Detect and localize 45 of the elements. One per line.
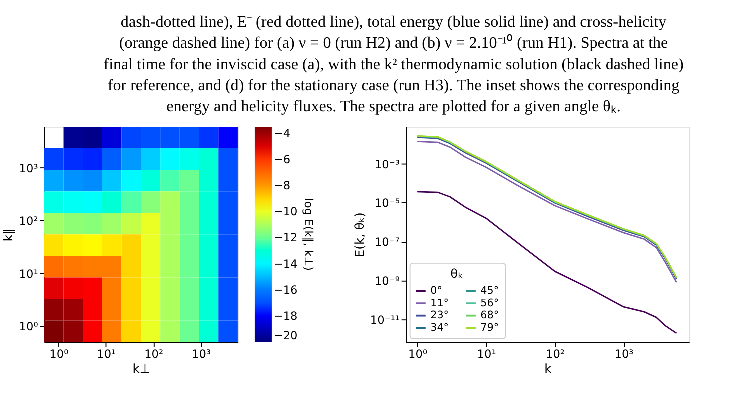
y-tick-label: 10⁻³: [374, 157, 400, 172]
color-bar-label: −18: [274, 308, 298, 323]
legend-label: 23°: [430, 310, 449, 322]
x-tick-label: 10¹: [477, 346, 496, 361]
legend-title: θₖ: [450, 267, 464, 282]
y-tick-label: 10¹: [19, 266, 38, 281]
text: (orange dashed line) for (a) ν = 0 (run H2) and (b) ν = 2.10⁻¹⁰ (run H1). Spectra at the: [119, 34, 668, 52]
y-tick-label: 10⁻¹¹: [370, 313, 400, 328]
y-axis-title: E(k, θₖ): [352, 212, 367, 258]
x-axis-title: k: [544, 362, 553, 376]
color-bar-label: −8: [274, 178, 291, 192]
y-tick-label: 10⁻⁵: [374, 196, 400, 210]
y-axis-title: k∥: [2, 228, 16, 242]
y-tick-label: 10⁰: [19, 320, 39, 334]
legend-label: 34°: [430, 322, 449, 334]
color-bar-title: log E(k∥, k⊥): [302, 198, 316, 271]
x-tick-label: 10³: [192, 346, 211, 361]
legend-label: 0°: [430, 285, 442, 298]
color-bar-label: −16: [274, 282, 298, 297]
y-tick-label: 10²: [19, 214, 38, 228]
y-tick-label: 10³: [19, 161, 38, 176]
text: final time for the inviscid case (a), with the k² thermodynamic solution (black dashed line): [104, 56, 684, 74]
y-tick-label: 10⁻⁹: [374, 274, 400, 288]
color-bar-label: −14: [274, 256, 298, 271]
x-tick-label: 10²: [144, 346, 164, 361]
x-axis-title: k⊥: [132, 362, 151, 376]
x-tick-label: 10¹: [97, 346, 116, 361]
legend-label: 45°: [480, 285, 500, 298]
color-bar-label: −20: [274, 328, 298, 342]
x-tick-label: 10⁰: [408, 346, 428, 361]
x-tick-label: 10⁰: [50, 346, 70, 361]
text: energy and helicity fluxes. The spectra are plotted for a given angle θₖ.: [166, 98, 621, 116]
text: for reference, and (d) for the stationary case (run H3). The inset shows the corresponding: [108, 78, 680, 95]
color-bar-label: −6: [274, 152, 291, 166]
legend-label: 79°: [480, 322, 500, 334]
x-tick-label: 10²: [546, 346, 565, 361]
legend-label: 11°: [430, 297, 449, 310]
text: dash-dotted line), E⁻ (red dotted line), total energy (blue solid line) and cross-helicity: [120, 14, 667, 32]
color-bar-label: −12: [274, 230, 298, 245]
x-tick-label: 10³: [614, 346, 634, 361]
y-tick-label: 10⁻⁷: [374, 235, 400, 250]
color-bar-label: −10: [274, 204, 298, 219]
legend-label: 56°: [480, 297, 500, 310]
color-bar-label: −4: [274, 126, 291, 140]
legend-label: 68°: [480, 310, 500, 322]
